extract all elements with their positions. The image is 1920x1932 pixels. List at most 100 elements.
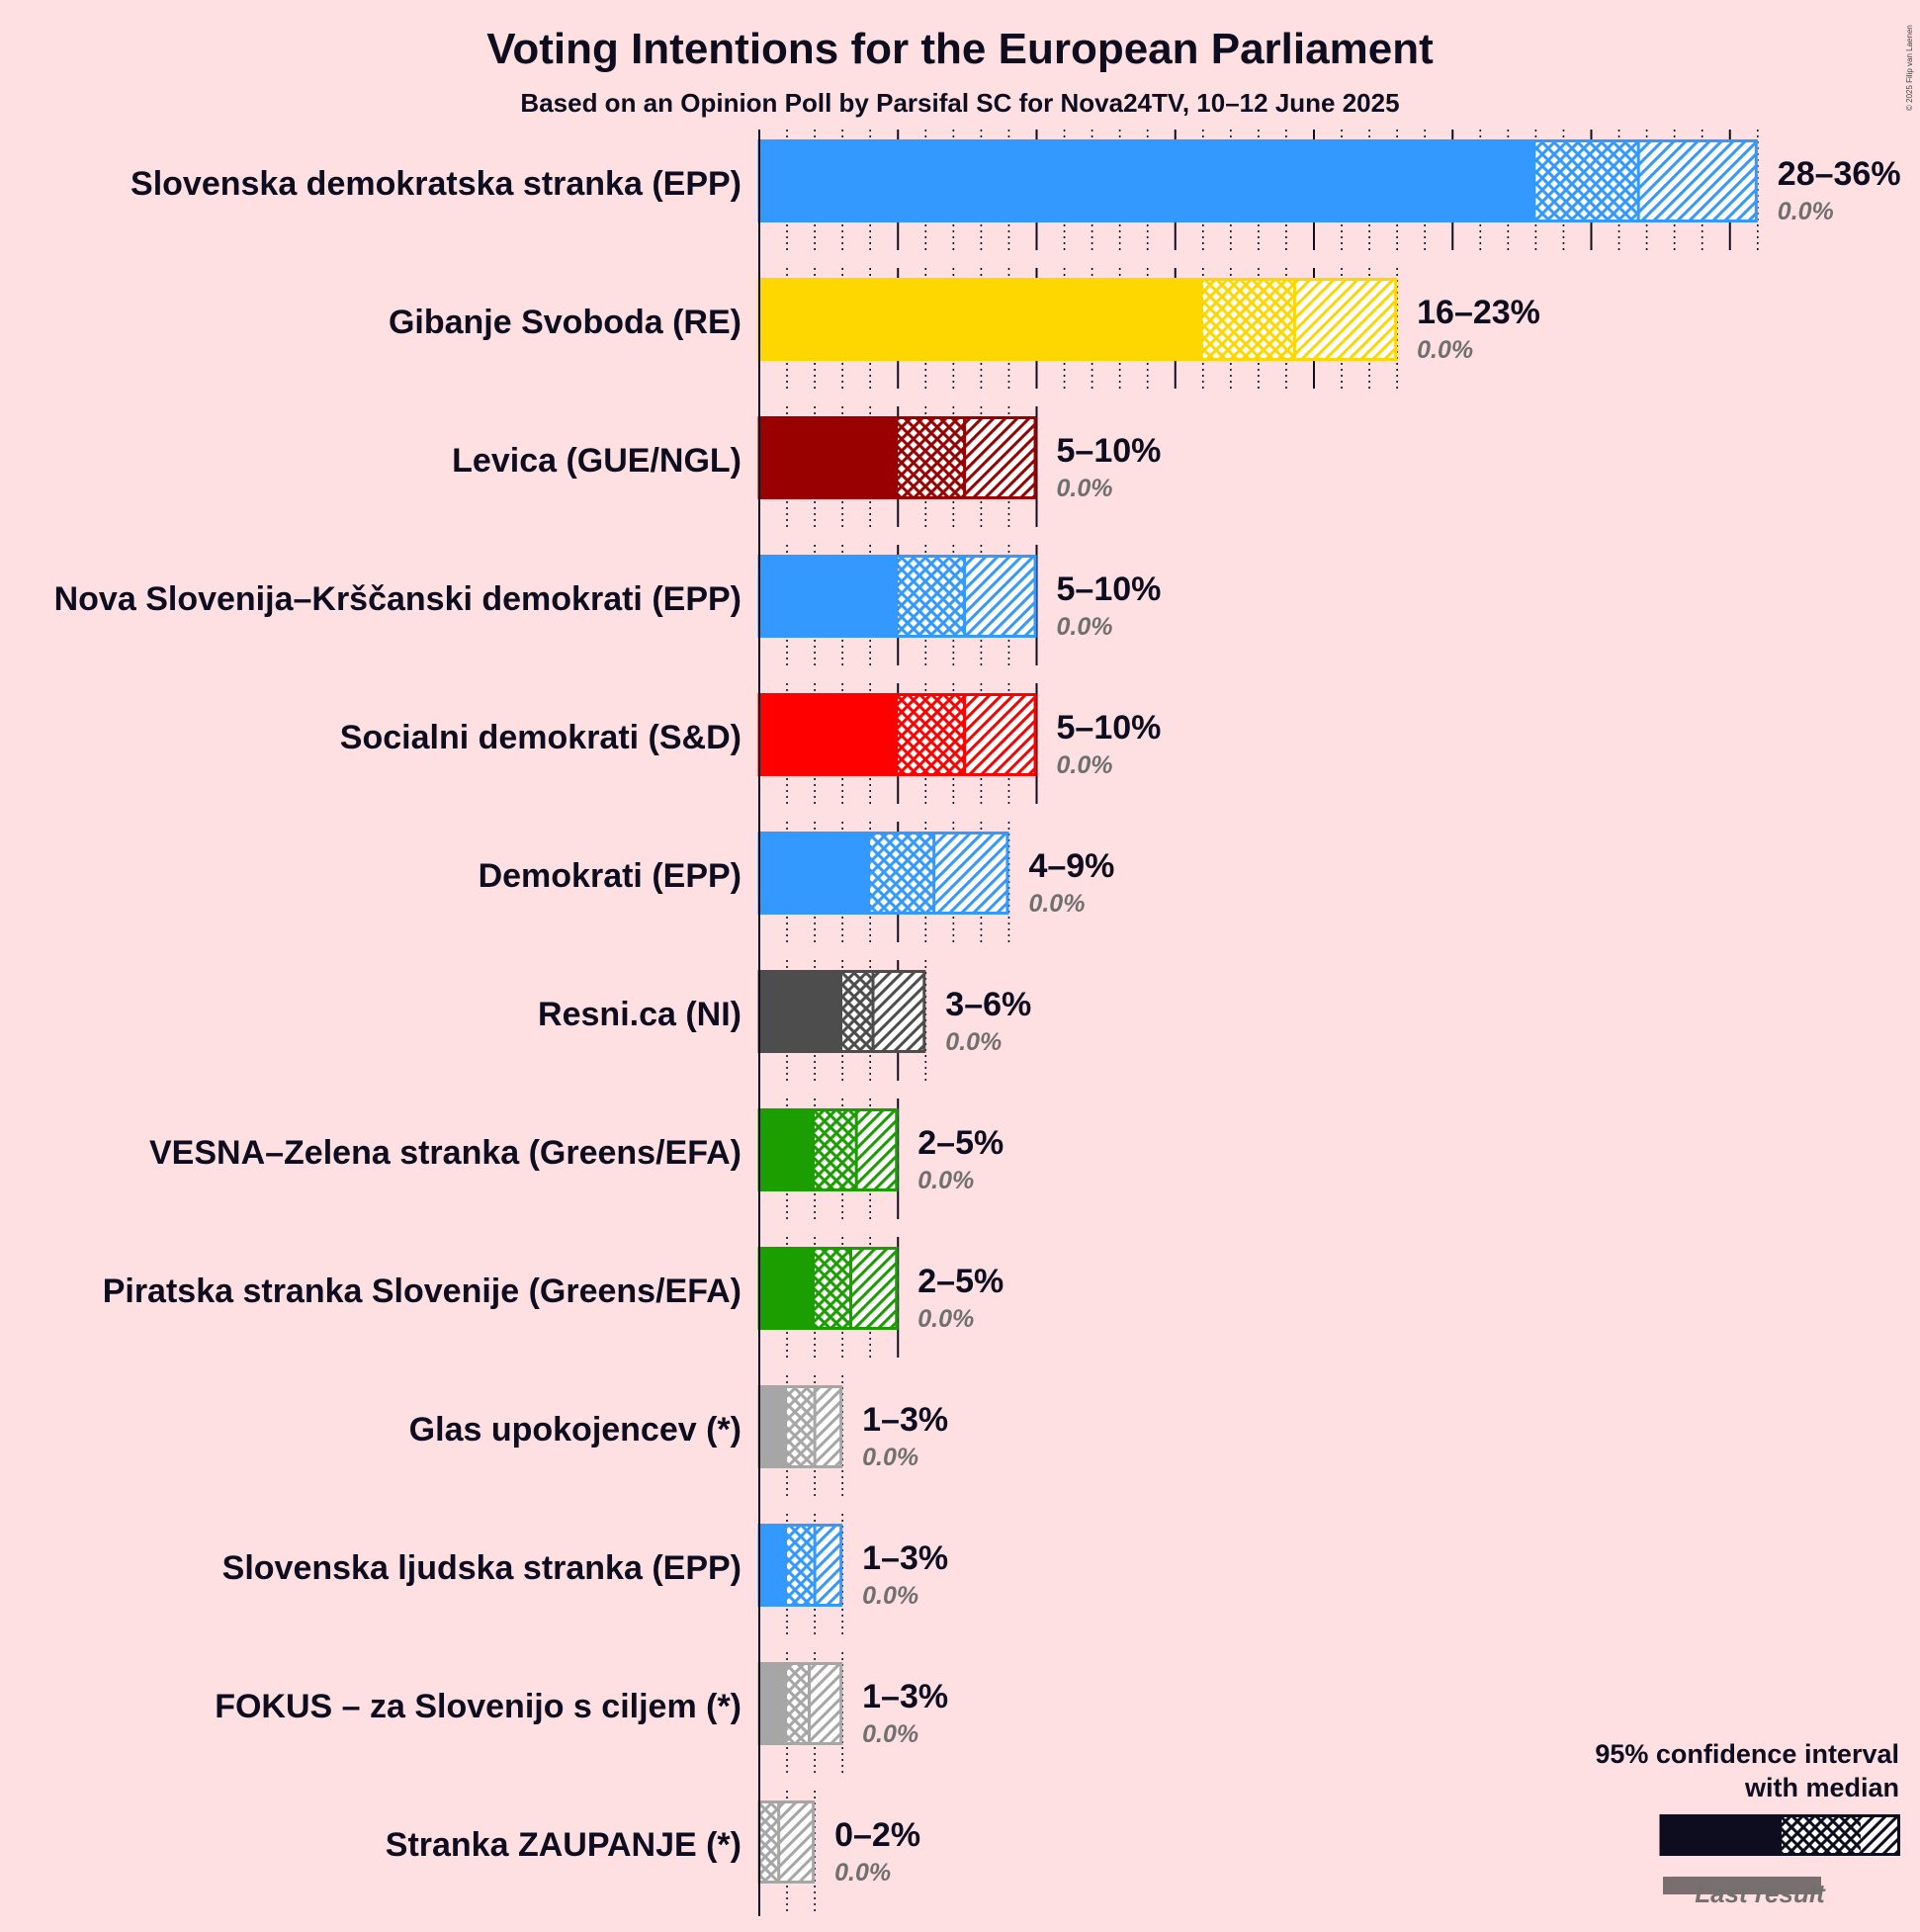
party-label: Gibanje Svoboda (RE) [389,304,742,341]
party-row: Slovenska demokratska stranka (EPP) 28–36… [131,130,1901,250]
party-label: Slovenska ljudska stranka (EPP) [222,1549,742,1587]
bar-ci-upper [873,970,926,1053]
bar-ci-upper [964,693,1037,776]
bar-ci-lower [898,555,965,638]
last-result-label: 0.0% [862,1582,918,1610]
legend-cross [1782,1814,1861,1856]
party-label: FOKUS – za Slovenijo s ciljem (*) [215,1688,742,1725]
last-result-label: 0.0% [1057,475,1113,502]
legend-line-1: 95% confidence interval [1595,1739,1899,1769]
last-result-label: 0.0% [917,1167,974,1194]
range-label: 16–23% [1417,294,1540,331]
bar-ci-upper [1294,278,1398,361]
range-label: 0–2% [834,1816,920,1854]
bar-solid [759,832,871,915]
range-label: 1–3% [862,1401,948,1439]
party-row: Slovenska ljudska stranka (EPP) 1–3% 0.0% [222,1514,948,1634]
bar-ci-lower [815,1247,851,1330]
bar-ci-lower [1535,139,1639,222]
bar-solid [759,1247,816,1330]
last-result-label: 0.0% [1028,890,1085,918]
bar-solid [759,1662,788,1745]
range-label: 5–10% [1057,571,1162,608]
bar-ci-lower [898,416,965,499]
bars-layer: Slovenska demokratska stranka (EPP) 28–36… [54,130,1901,1916]
legend-outline [1659,1814,1900,1856]
range-label: 1–3% [862,1678,948,1715]
party-label: Piratska stranka Slovenije (Greens/EFA) [103,1273,742,1310]
range-label: 28–36% [1778,155,1901,193]
range-label: 5–10% [1057,432,1162,470]
range-label: 5–10% [1057,709,1162,746]
legend-line-2: with median [1744,1773,1899,1802]
party-row: Stranka ZAUPANJE (*) 0–2% 0.0% [386,1791,920,1911]
last-result-label: 0.0% [1417,336,1473,364]
party-row: Levica (GUE/NGL) 5–10% 0.0% [452,406,1161,527]
legend-swatch [1659,1814,1900,1894]
bar-ci-upper [815,1524,843,1607]
chart-title: Voting Intentions for the European Parli… [486,25,1434,73]
last-result-label: 0.0% [1057,751,1113,779]
legend-diag [1861,1814,1900,1856]
party-label: Stranka ZAUPANJE (*) [386,1826,742,1864]
bar-ci-lower [787,1662,810,1745]
range-label: 1–3% [862,1539,948,1577]
bar-ci-upper [964,555,1037,638]
bar-solid [759,693,899,776]
bar-ci-lower [787,1524,816,1607]
party-row: Demokrati (EPP) 4–9% 0.0% [479,822,1114,942]
party-row: Gibanje Svoboda (RE) 16–23% 0.0% [389,268,1540,389]
range-label: 2–5% [917,1124,1004,1162]
last-result-label: 0.0% [834,1859,891,1887]
bar-ci-lower [815,1108,857,1191]
party-row: Piratska stranka Slovenije (Greens/EFA) 2… [103,1237,1004,1358]
bar-ci-lower [842,970,874,1053]
party-label: Demokrati (EPP) [479,857,742,895]
bar-ci-lower [787,1385,816,1468]
bar-ci-upper [933,832,1009,915]
bar-ci-upper [850,1247,899,1330]
last-result-label: 0.0% [862,1720,918,1748]
party-row: FOKUS – za Slovenijo s ciljem (*) 1–3% 0.0… [215,1652,948,1773]
bar-ci-upper [809,1662,843,1745]
last-result-label: 0.0% [1778,198,1834,225]
bar-solid [759,1385,788,1468]
range-label: 4–9% [1028,847,1114,885]
last-result-label: 0.0% [945,1028,1002,1056]
party-row: VESNA–Zelena stranka (Greens/EFA) 2–5% 0.0… [149,1098,1004,1219]
party-label: Glas upokojencev (*) [409,1411,742,1449]
bar-solid [759,139,1536,222]
legend-last-result-bar [1663,1877,1821,1894]
party-label: Slovenska demokratska stranka (EPP) [131,165,742,203]
party-label: Resni.ca (NI) [538,996,742,1033]
bar-solid [759,555,899,638]
party-row: Nova Slovenija–Krščanski demokrati (EPP)… [54,545,1162,665]
last-result-label: 0.0% [862,1444,918,1471]
bar-ci-upper [856,1108,899,1191]
party-row: Glas upokojencev (*) 1–3% 0.0% [409,1375,948,1496]
party-label: Socialni demokrati (S&D) [340,719,742,756]
legend-solid [1661,1814,1782,1856]
last-result-label: 0.0% [917,1305,974,1333]
bar-ci-upper [778,1800,816,1884]
party-label: Levica (GUE/NGL) [452,442,742,480]
legend: 95% confidence interval with median Last… [1595,1739,1900,1908]
bar-solid [759,416,899,499]
party-row: Socialni demokrati (S&D) 5–10% 0.0% [340,683,1162,804]
legend-last-result: Last result [1695,1879,1826,1908]
party-row: Resni.ca (NI) 3–6% 0.0% [538,960,1031,1081]
bar-solid [759,1108,816,1191]
range-label: 2–5% [917,1263,1004,1300]
bar-ci-upper [1638,139,1758,222]
bar-ci-lower [759,1800,779,1884]
chart-subtitle: Based on an Opinion Poll by Parsifal SC … [520,88,1399,118]
bar-ci-lower [898,693,965,776]
bar-ci-upper [815,1385,843,1468]
party-label: VESNA–Zelena stranka (Greens/EFA) [149,1134,742,1172]
bar-solid [759,278,1203,361]
last-result-label: 0.0% [1057,613,1113,641]
range-label: 3–6% [945,986,1031,1023]
bar-ci-lower [870,832,934,915]
bar-solid [759,1524,788,1607]
